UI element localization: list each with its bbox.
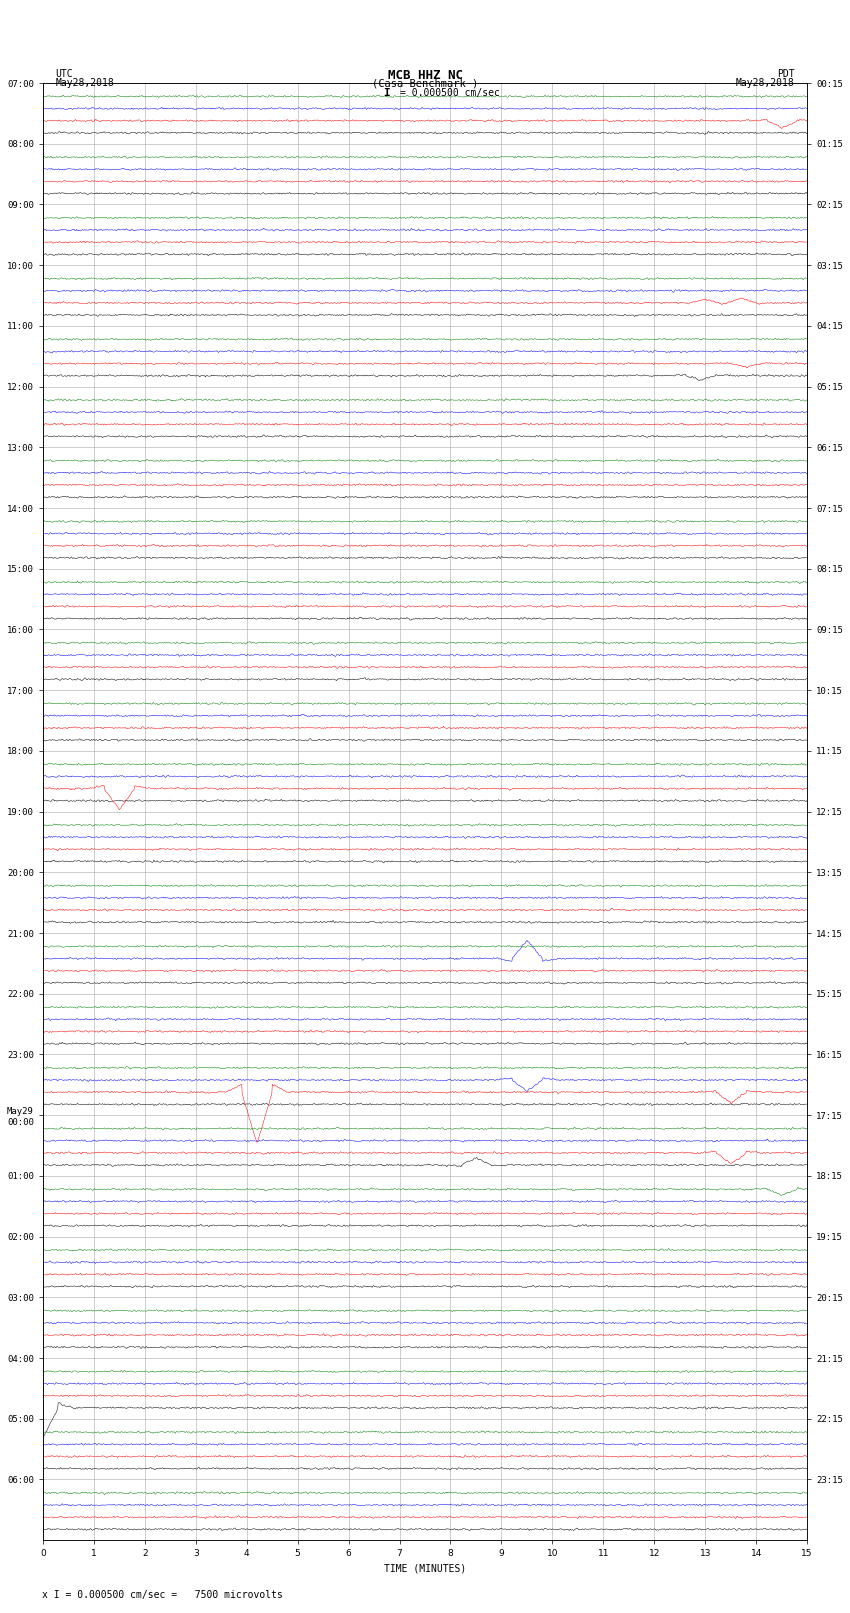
Text: PDT: PDT	[777, 69, 795, 79]
Text: May28,2018: May28,2018	[736, 77, 795, 89]
Text: MCB HHZ NC: MCB HHZ NC	[388, 69, 462, 82]
Text: x I = 0.000500 cm/sec =   7500 microvolts: x I = 0.000500 cm/sec = 7500 microvolts	[42, 1590, 283, 1600]
X-axis label: TIME (MINUTES): TIME (MINUTES)	[384, 1563, 466, 1574]
Text: = 0.000500 cm/sec: = 0.000500 cm/sec	[400, 87, 499, 98]
Text: May28,2018: May28,2018	[55, 77, 114, 89]
Text: I: I	[383, 87, 390, 98]
Text: (Casa Benchmark ): (Casa Benchmark )	[371, 77, 478, 89]
Text: UTC: UTC	[55, 69, 73, 79]
